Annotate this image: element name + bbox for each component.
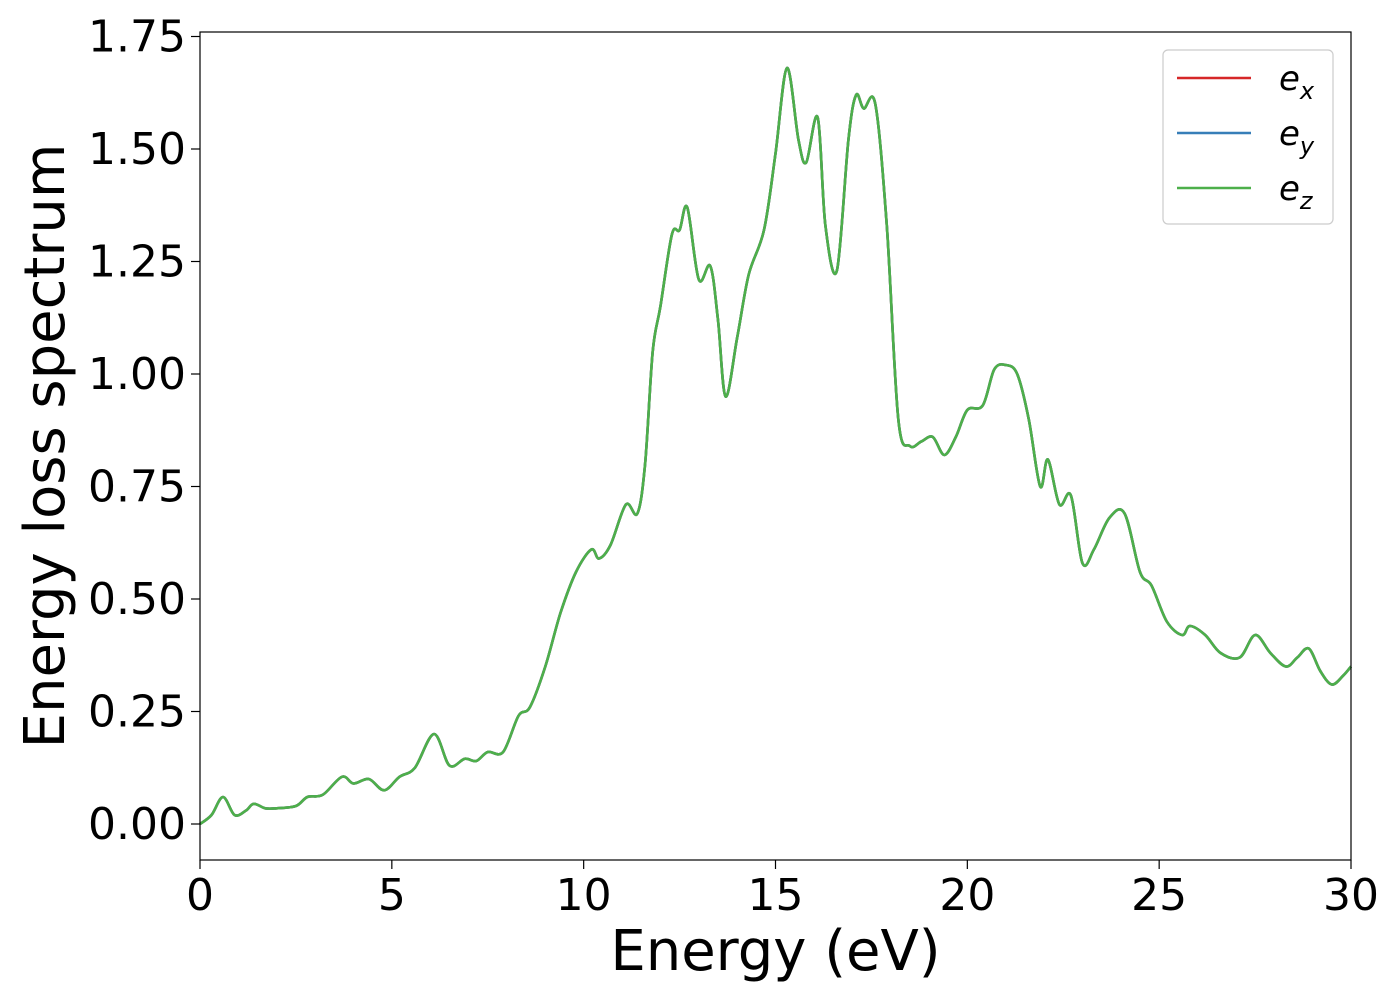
series-layer [199, 66, 1352, 826]
y-tick-label: 1.50 [88, 124, 186, 175]
legend-label-x: ex [1279, 59, 1315, 105]
y-axis: 0.00 0.25 0.50 0.75 1.00 1.25 1.50 1.75 [88, 12, 200, 850]
x-tick-label: 30 [1323, 870, 1379, 921]
legend-label-subscript: z [1299, 187, 1314, 215]
x-tick-label: 5 [378, 870, 406, 921]
y-tick-label: 0.75 [88, 462, 186, 513]
legend-label-base: e [1279, 114, 1300, 154]
x-tick-label: 10 [556, 870, 612, 921]
x-tick-label: 0 [186, 870, 214, 921]
legend-label-base: e [1279, 169, 1300, 209]
y-tick-label: 0.50 [88, 574, 186, 625]
x-axis: 0 5 10 15 20 25 30 [186, 860, 1379, 921]
y-tick-label: 0.25 [88, 687, 186, 738]
x-tick-label: 20 [939, 870, 995, 921]
series-line-e-z [199, 66, 1352, 826]
legend-label-base: e [1279, 59, 1300, 99]
y-tick-label: 1.75 [88, 12, 186, 63]
x-tick-label: 15 [748, 870, 804, 921]
legend-label-subscript: y [1299, 132, 1315, 160]
legend-label-z: ez [1279, 169, 1314, 215]
legend-label-subscript: x [1299, 77, 1315, 105]
y-axis-title: Energy loss spectrum [13, 144, 78, 749]
y-tick-label: 1.00 [88, 349, 186, 400]
x-axis-title: Energy (eV) [610, 919, 940, 984]
x-tick-label: 25 [1131, 870, 1187, 921]
legend-box [1162, 49, 1334, 225]
legend-label-y: ey [1279, 114, 1315, 160]
y-tick-label: 1.25 [88, 237, 186, 288]
y-tick-label: 0.00 [88, 799, 186, 850]
